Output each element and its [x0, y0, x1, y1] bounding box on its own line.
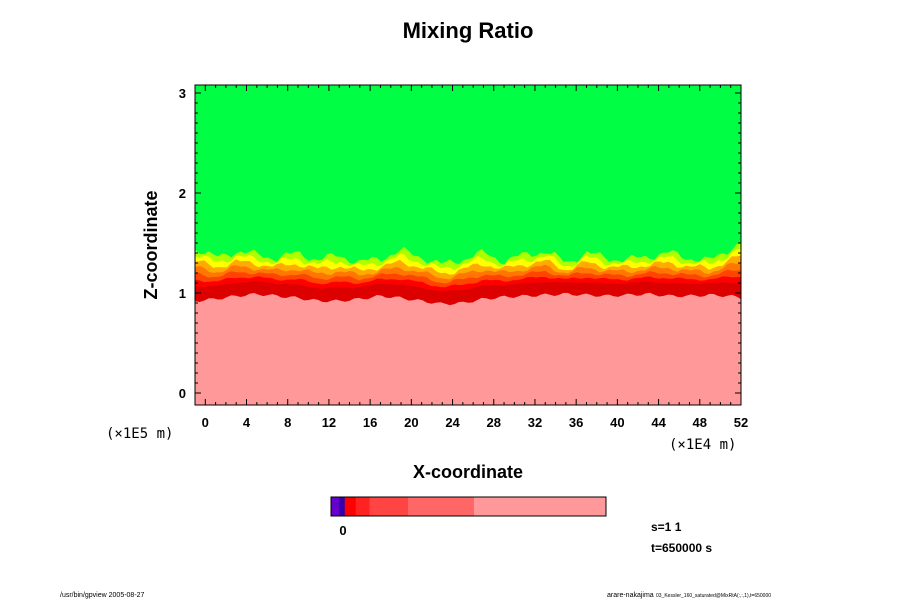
chart-title: Mixing Ratio [403, 18, 534, 43]
y-tick-label: 1 [179, 286, 186, 301]
x-tick-label: 20 [404, 415, 418, 430]
y-tick-label: 2 [179, 186, 186, 201]
plot-frame [194, 84, 742, 406]
x-tick-label: 52 [734, 415, 748, 430]
x-tick-label: 8 [284, 415, 291, 430]
t-label: t=650000 s [651, 541, 712, 555]
x-tick-label: 4 [243, 415, 251, 430]
colorbar-segment [344, 497, 357, 516]
x-tick-label: 44 [651, 415, 666, 430]
x-tick-label: 32 [528, 415, 542, 430]
y-tick-label: 3 [179, 86, 186, 101]
y-tick-label: 0 [179, 386, 186, 401]
footer-right-name: arare-nakajima [607, 592, 654, 599]
x-tick-label: 40 [610, 415, 624, 430]
x-tick-label: 0 [202, 415, 209, 430]
footer-left: /usr/bin/gpview 2005-08-27 [60, 592, 145, 599]
y-axis: 0 1 2 3 [179, 86, 741, 401]
x-axis-title: X-coordinate [413, 462, 523, 482]
footer-right-path: 03_Kessler_160_saturated@MixRtA(:,:,1),t… [656, 593, 771, 599]
x-tick-label: 28 [487, 415, 501, 430]
colorbar-segment [474, 497, 607, 516]
colorbar [331, 497, 607, 516]
x-tick-label: 16 [363, 415, 377, 430]
colorbar-segment [355, 497, 370, 516]
x-tick-label: 24 [445, 415, 460, 430]
x-unit-label: (×1E4 m) [669, 437, 736, 453]
colorbar-segment [331, 497, 340, 516]
y-axis-title: Z-coordinate [141, 190, 161, 299]
colorbar-tick-label: 0 [339, 523, 346, 538]
lower-region [195, 292, 741, 405]
x-tick-label: 12 [322, 415, 336, 430]
colorbar-segment [408, 497, 475, 516]
heatmap-field [195, 85, 741, 405]
colorbar-segment [369, 497, 409, 516]
colorbar-frame [330, 496, 607, 517]
x-tick-label: 48 [693, 415, 707, 430]
s-label: s=1 1 [651, 520, 682, 534]
y-unit-label: (×1E5 m) [106, 426, 173, 442]
colorbar-segment [339, 497, 346, 516]
x-tick-label: 36 [569, 415, 583, 430]
x-axis: 0 4 8 12 16 20 24 28 32 36 40 44 48 52 [194, 85, 748, 430]
